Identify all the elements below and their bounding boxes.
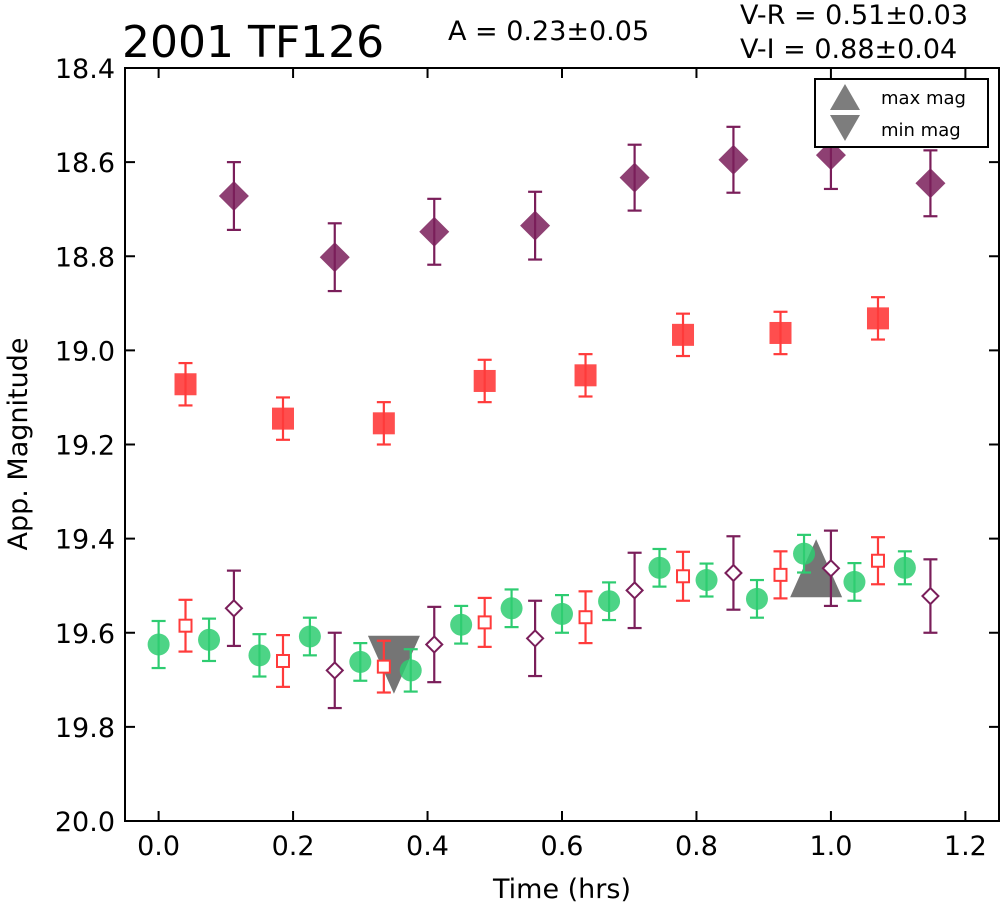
data-point-diamond-open — [625, 580, 645, 600]
max-mag-marker — [790, 539, 843, 598]
plot-frame — [124, 67, 1000, 822]
x-tick-label: 0.0 — [137, 831, 180, 862]
y-axis: 18.4 18.6 18.8 19.0 19.2 19.4 19.6 19.8 20.0 — [55, 54, 999, 838]
x-tick-label: 0.2 — [272, 831, 315, 862]
data-point-circle — [248, 644, 271, 667]
data-point-square-open — [676, 569, 691, 584]
y-tick-label: 19.0 — [55, 336, 115, 367]
data-point-circle — [450, 613, 473, 636]
data-point-circle — [695, 569, 718, 592]
x-tick-label: 0.8 — [675, 831, 718, 862]
data-point-square — [866, 307, 889, 330]
data-point-square — [174, 373, 197, 396]
series-square-open — [178, 536, 885, 694]
data-point-diamond-open — [224, 598, 244, 618]
data-point-circle — [745, 587, 768, 610]
data-point-circle — [198, 628, 221, 651]
data-point-square-open — [178, 618, 193, 633]
data-point-diamond — [319, 242, 350, 273]
data-point-square — [271, 407, 294, 430]
data-point-square-open — [376, 659, 391, 674]
data-point-circle — [349, 650, 372, 673]
x-axis: 0.0 0.2 0.4 0.6 0.8 1.0 1.2 — [137, 68, 987, 862]
data-point-circle — [793, 542, 816, 565]
data-point-circle — [648, 556, 671, 579]
y-tick-label: 18.6 — [55, 148, 115, 179]
legend-min-mag-marker — [830, 115, 860, 141]
data-point-diamond-open — [325, 660, 345, 680]
data-point-diamond — [915, 168, 946, 199]
data-point-diamond — [619, 162, 650, 193]
y-tick-label: 19.6 — [55, 619, 115, 650]
vr-color-annotation: V-R = 0.51±0.03 — [740, 0, 968, 31]
data-point-square — [473, 369, 496, 392]
chart-title: 2001 TF126 — [122, 17, 384, 68]
y-tick-label: 18.4 — [55, 54, 115, 85]
legend-max-mag-label: max mag — [881, 88, 966, 109]
legend-min-mag-label: min mag — [881, 120, 961, 141]
data-point-circle — [843, 570, 866, 593]
data-point-square-open — [870, 553, 885, 568]
data-point-square — [769, 321, 792, 344]
data-point-circle — [500, 597, 523, 620]
y-axis-label: App. Magnitude — [3, 338, 34, 551]
amplitude-annotation: A = 0.23±0.05 — [448, 16, 649, 47]
plot-marks — [147, 120, 946, 710]
series-square — [174, 296, 889, 446]
legend-max-mag-marker — [830, 84, 860, 110]
data-point-square — [672, 323, 695, 346]
data-point-square-open — [578, 610, 593, 625]
data-point-diamond-open — [921, 586, 940, 606]
data-point-diamond — [718, 144, 749, 175]
data-point-square-open — [275, 653, 290, 668]
series-diamond-open — [224, 529, 940, 710]
data-point-diamond — [218, 181, 249, 212]
data-point-square-open — [477, 615, 492, 630]
data-point-diamond-open — [424, 635, 444, 654]
vi-color-annotation: V-I = 0.88±0.04 — [740, 34, 957, 65]
data-point-circle — [399, 659, 422, 682]
data-point-circle — [298, 625, 321, 648]
data-point-circle — [147, 633, 170, 656]
y-tick-label: 19.4 — [55, 525, 115, 556]
data-point-diamond — [520, 210, 551, 241]
series-circle — [147, 533, 916, 693]
data-point-circle — [598, 590, 621, 613]
x-tick-label: 0.6 — [541, 831, 584, 862]
x-tick-label: 1.2 — [944, 831, 987, 862]
data-point-square-open — [773, 567, 788, 582]
x-tick-label: 1.0 — [809, 831, 852, 862]
x-tick-label: 0.4 — [406, 831, 449, 862]
data-point-circle — [551, 602, 573, 625]
y-tick-label: 19.2 — [55, 431, 115, 462]
data-point-diamond-open — [525, 628, 545, 648]
legend: max mag min mag — [814, 78, 989, 148]
data-point-square — [372, 412, 395, 435]
x-axis-label: Time (hrs) — [492, 874, 631, 904]
y-tick-label: 20.0 — [55, 807, 115, 838]
y-tick-label: 19.8 — [55, 713, 115, 744]
data-point-diamond-open — [821, 558, 841, 578]
y-tick-label: 18.8 — [55, 242, 115, 273]
data-point-diamond — [419, 216, 450, 247]
data-point-circle — [893, 556, 916, 579]
data-point-diamond-open — [724, 563, 743, 583]
data-point-square — [574, 364, 597, 387]
